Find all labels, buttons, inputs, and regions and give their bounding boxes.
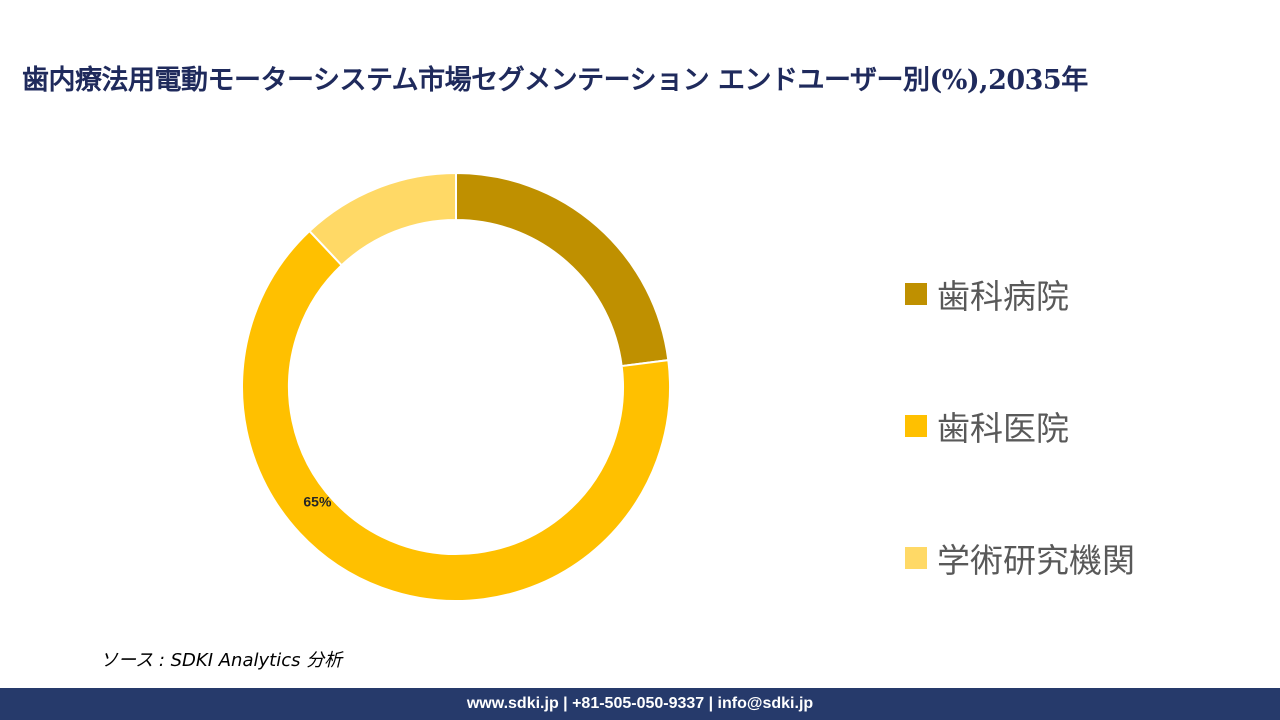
legend-label-academic-institutes: 学術研究機関 [937,541,1135,580]
source-note: ソース : SDKI Analytics 分析 [100,650,343,671]
chart-title: 歯内療法用電動モーターシステム市場セグメンテーション エンドユーザー別(%),2… [22,65,1088,96]
donut-slice-dental-clinic [241,229,671,602]
donut-slice-dental-hospital [455,171,670,368]
legend-label-dental-hospital: 歯科病院 [937,277,1069,316]
legend-label-dental-clinic: 歯科医院 [937,409,1069,448]
data-label-dental-clinic: 65% [303,493,332,509]
legend-item-academic-institutes: 学術研究機関 [905,534,1135,582]
legend-item-dental-hospital: 歯科病院 [905,270,1069,318]
legend-swatch-dental-clinic [905,415,927,437]
footer-contact: www.sdki.jp | +81-505-050-9337 | info@sd… [466,695,814,712]
legend-swatch-academic-institutes [905,547,927,569]
legend-item-dental-clinic: 歯科医院 [905,402,1069,450]
footer-bar: www.sdki.jp | +81-505-050-9337 | info@sd… [0,688,1280,720]
legend-swatch-dental-hospital [905,283,927,305]
donut-slice-academic-institutes [308,171,457,267]
